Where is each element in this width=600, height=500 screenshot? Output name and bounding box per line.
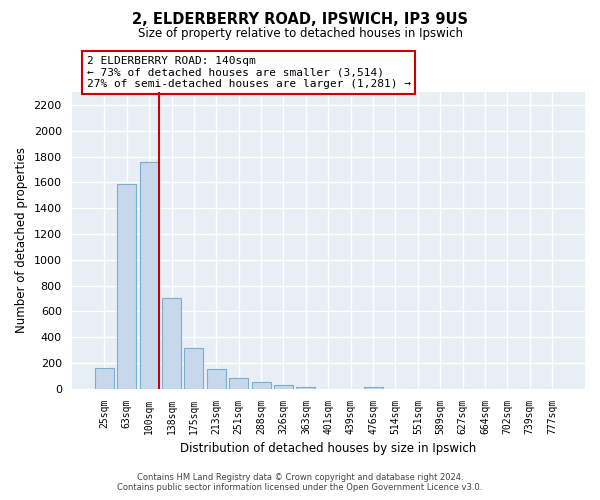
Bar [207, 368, 226, 388]
Bar [184, 348, 203, 389]
Text: 2, ELDERBERRY ROAD, IPSWICH, IP3 9US: 2, ELDERBERRY ROAD, IPSWICH, IP3 9US [132, 12, 468, 28]
Text: Size of property relative to detached houses in Ipswich: Size of property relative to detached ho… [137, 28, 463, 40]
Text: Contains HM Land Registry data © Crown copyright and database right 2024.
Contai: Contains HM Land Registry data © Crown c… [118, 473, 482, 492]
Bar [117, 184, 136, 388]
Y-axis label: Number of detached properties: Number of detached properties [15, 148, 28, 334]
Bar [95, 368, 114, 388]
Bar [364, 387, 383, 388]
Bar [162, 298, 181, 388]
Bar [274, 386, 293, 388]
X-axis label: Distribution of detached houses by size in Ipswich: Distribution of detached houses by size … [180, 442, 476, 455]
Bar [229, 378, 248, 388]
Bar [140, 162, 158, 388]
Bar [251, 382, 271, 388]
Text: 2 ELDERBERRY ROAD: 140sqm
← 73% of detached houses are smaller (3,514)
27% of se: 2 ELDERBERRY ROAD: 140sqm ← 73% of detac… [87, 56, 411, 89]
Bar [296, 387, 316, 388]
